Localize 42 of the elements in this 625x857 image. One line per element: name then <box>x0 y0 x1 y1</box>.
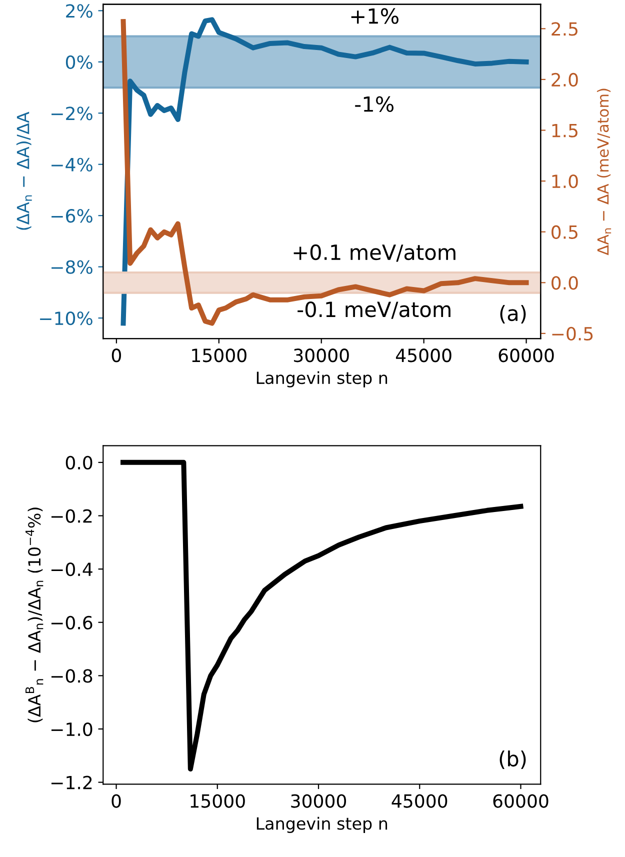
y2-tick-label: 0.0 <box>552 276 578 290</box>
ref-line-label: +0.1 meV/atom <box>294 244 456 262</box>
y-tick-label: 0.0 <box>66 456 92 470</box>
x-tick-label: 45000 <box>392 794 448 808</box>
y-tick-label: −4% <box>52 158 92 172</box>
x-tick-label: 60000 <box>493 794 548 808</box>
y-tick-label: −6% <box>52 209 92 223</box>
y-tick-label: 2% <box>66 4 92 18</box>
x-tick-label: 0 <box>112 794 121 808</box>
x-tick-label: 15000 <box>190 794 245 808</box>
ref-line-label: -0.1 meV/atom <box>298 302 450 319</box>
y-tick-label: −0.2 <box>51 509 92 523</box>
x-tick-label: 60000 <box>498 348 554 362</box>
y2-axis-title: ΔA$_{n}$ − ΔA (meV/atom) <box>596 88 612 256</box>
x-axis-title: Langevin step n <box>256 816 388 834</box>
x-tick-label: 30000 <box>291 794 346 808</box>
y-tick-label: 0% <box>66 55 92 70</box>
ref-line-label: +1% <box>351 8 398 24</box>
annotation: (a) <box>500 305 526 324</box>
x-tick-label: 15000 <box>192 348 246 362</box>
y-tick-label: −0.8 <box>51 669 92 683</box>
y-tick-label: −1.0 <box>51 722 92 736</box>
x-tick-label: 30000 <box>294 348 349 362</box>
y-axis-title: (ΔA$_{n}$ − ΔA)/ΔA <box>16 112 32 230</box>
y2-tick-label: 1.0 <box>552 174 578 188</box>
x-tick-label: 45000 <box>396 348 452 362</box>
y-tick-label: −0.6 <box>51 616 92 630</box>
y2-tick-label: 1.5 <box>552 124 578 138</box>
y2-tick-label: 2.5 <box>552 22 578 36</box>
ref-line-label: -1% <box>355 96 394 112</box>
y-tick-label: −10% <box>40 311 92 326</box>
y-tick-label: −1.2 <box>51 776 92 790</box>
annotation: (b) <box>500 750 526 770</box>
y-tick-label: −0.4 <box>51 562 92 576</box>
y-tick-label: −2% <box>52 106 92 120</box>
x-axis-title: Langevin step n <box>256 371 388 388</box>
text: (ΔA$^{B}$$_{n}$ − ΔA$_{n}$)/ΔA$_{n}$ (10$^{−4}$%) <box>26 508 44 722</box>
y2-tick-label: 0.5 <box>552 225 578 239</box>
x-tick-label: 0 <box>112 348 121 362</box>
y-tick-label: −8% <box>52 260 92 274</box>
y2-tick-label: −0.5 <box>552 326 593 341</box>
y2-tick-label: 2.0 <box>552 72 578 87</box>
